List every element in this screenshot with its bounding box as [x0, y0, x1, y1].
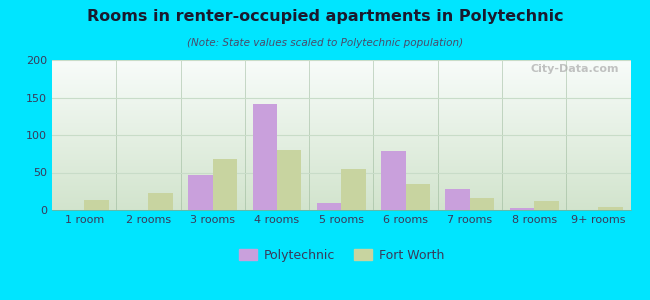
Text: (Note: State values scaled to Polytechnic population): (Note: State values scaled to Polytechni…	[187, 38, 463, 47]
Bar	[213, 159, 237, 210]
Bar	[277, 150, 302, 210]
Bar	[599, 207, 623, 210]
Bar	[406, 184, 430, 210]
Text: Rooms in renter-occupied apartments in Polytechnic: Rooms in renter-occupied apartments in P…	[86, 9, 564, 24]
Bar	[445, 189, 470, 210]
Bar	[253, 103, 277, 210]
Bar	[188, 175, 213, 210]
Bar	[84, 200, 109, 210]
Bar	[534, 201, 558, 210]
Bar	[381, 151, 406, 210]
Bar	[470, 198, 494, 210]
Text: City-Data.com: City-Data.com	[530, 64, 619, 74]
Bar	[341, 169, 366, 210]
Bar	[317, 202, 341, 210]
Legend: Polytechnic, Fort Worth: Polytechnic, Fort Worth	[233, 244, 449, 267]
Bar	[148, 193, 173, 210]
Bar	[510, 208, 534, 210]
